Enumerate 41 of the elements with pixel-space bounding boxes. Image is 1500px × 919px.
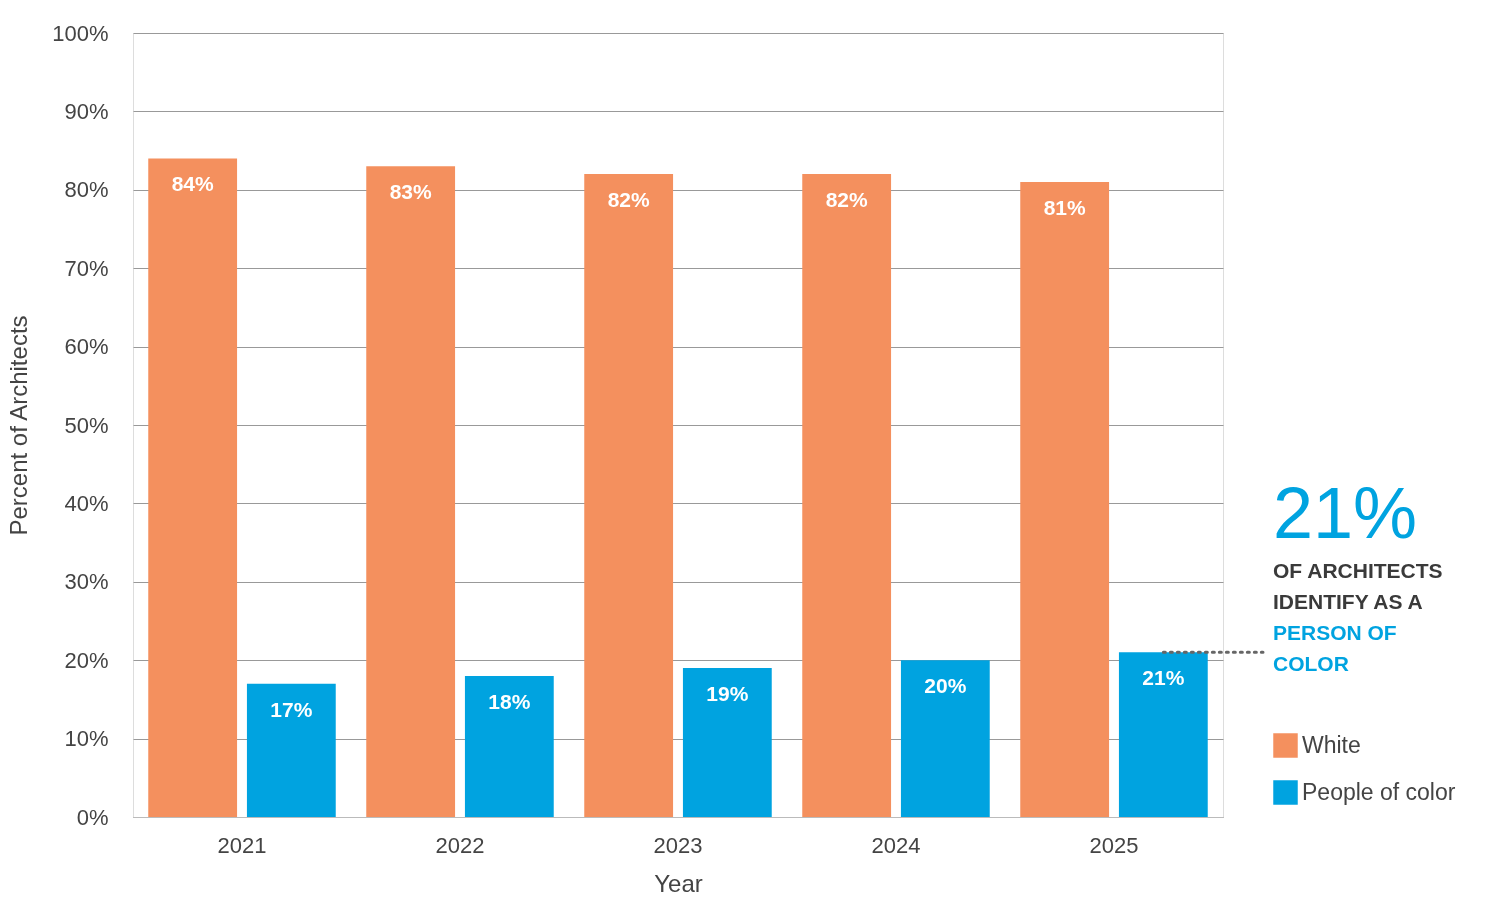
data-label: 82% [825, 188, 869, 212]
y-tick-label: 10% [64, 726, 109, 752]
data-label: 82% [607, 188, 651, 212]
annotation: 21% OF ARCHITECTS IDENTIFY AS A PERSON OF COLOR [1273, 473, 1443, 675]
bar [900, 660, 990, 817]
bar [1020, 181, 1110, 817]
bar [1118, 652, 1208, 817]
y-tick-label: 80% [64, 177, 109, 203]
y-tick-label: 30% [64, 569, 109, 595]
bar [682, 668, 772, 817]
y-tick-label: 60% [64, 334, 109, 360]
data-label: 20% [924, 674, 967, 698]
bar [464, 675, 554, 817]
bar [366, 166, 456, 817]
bar [802, 174, 892, 817]
y-tick-label: 20% [64, 647, 109, 673]
legend-label: White [1302, 731, 1361, 758]
y-tick-label: 70% [64, 255, 109, 281]
x-tick-label: 2023 [653, 832, 703, 858]
y-tick-label: 40% [64, 490, 109, 516]
data-label: 21% [1142, 666, 1185, 690]
y-axis-title: Percent of Architects [5, 315, 33, 536]
x-tick-label: 2021 [217, 832, 267, 858]
x-tick-label: 2022 [435, 832, 485, 858]
data-label: 17% [270, 697, 313, 721]
y-tick-label: 90% [64, 98, 109, 124]
bar [246, 683, 336, 817]
y-tick-label: 0% [76, 804, 109, 830]
y-tick-label: 100% [52, 20, 109, 46]
data-label: 81% [1043, 195, 1087, 219]
data-label: 84% [171, 172, 215, 196]
x-tick-label: 2024 [871, 832, 921, 858]
x-tick-label: 2025 [1089, 832, 1139, 858]
data-label: 83% [389, 180, 433, 204]
x-axis-title: Year [654, 869, 703, 897]
legend-label: People of color [1302, 778, 1456, 805]
data-label: 18% [488, 689, 531, 713]
data-label: 19% [706, 682, 749, 706]
bar [584, 174, 674, 817]
bar [148, 158, 238, 817]
y-tick-label: 50% [64, 412, 109, 438]
